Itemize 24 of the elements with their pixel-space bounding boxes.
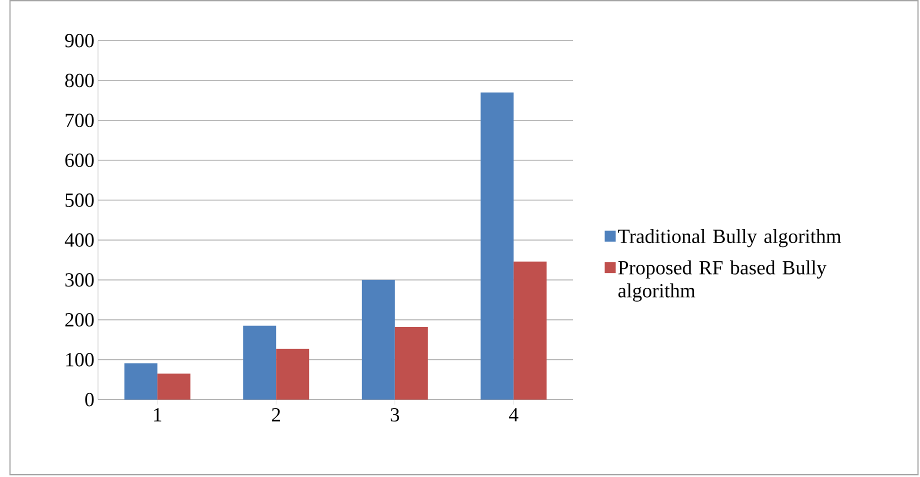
legend-label: Proposed RF based Bully algorithm bbox=[618, 260, 827, 302]
bar bbox=[243, 326, 276, 400]
bar bbox=[362, 280, 395, 400]
x-tick-label: 3 bbox=[390, 408, 400, 422]
y-tick-label: 500 bbox=[66, 194, 94, 208]
bar bbox=[124, 364, 158, 400]
x-tick-label: 2 bbox=[272, 408, 280, 422]
x-tick-label: 4 bbox=[509, 408, 518, 422]
legend-label: Traditional Bully algorithm bbox=[618, 229, 842, 248]
bar bbox=[514, 262, 547, 400]
bar bbox=[394, 327, 428, 400]
y-tick-label: 700 bbox=[66, 114, 94, 128]
y-tick-label: 900 bbox=[65, 34, 94, 48]
bar bbox=[276, 349, 310, 400]
x-tick-label: 1 bbox=[154, 408, 162, 422]
bar bbox=[480, 92, 514, 400]
y-tick-label: 600 bbox=[65, 154, 94, 168]
y-tick-label: 400 bbox=[64, 234, 94, 247]
y-tick-label: 800 bbox=[65, 74, 94, 88]
y-tick-label: 300 bbox=[65, 273, 94, 287]
y-tick-label: 100 bbox=[66, 353, 94, 367]
bar bbox=[157, 374, 190, 400]
y-tick-label: 200 bbox=[65, 313, 94, 327]
y-tick-label: 0 bbox=[85, 393, 94, 407]
